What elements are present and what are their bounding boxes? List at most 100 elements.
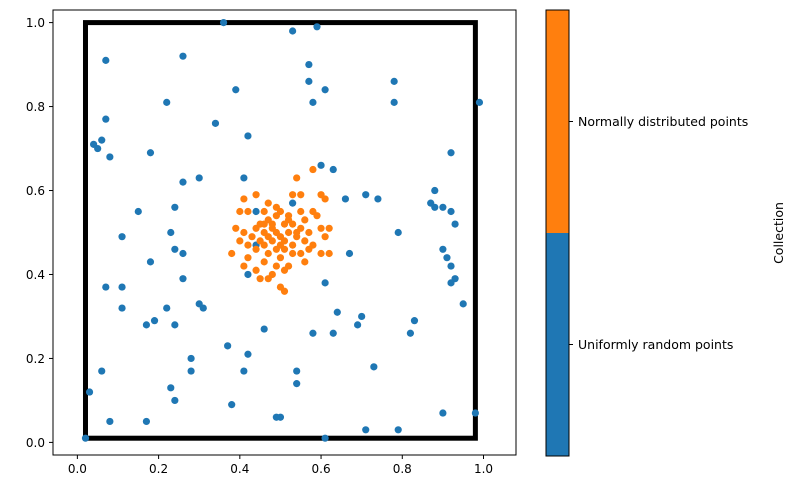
scatter-point — [345, 249, 354, 258]
scatter-point — [447, 207, 455, 216]
scatter-point — [305, 77, 313, 85]
scatter-point — [471, 409, 479, 417]
scatter-point — [163, 98, 171, 106]
scatter-point — [272, 212, 280, 220]
scatter-point — [94, 144, 102, 153]
scatter-point — [280, 287, 289, 295]
scatter-point — [301, 258, 309, 266]
x-tick-label: 0.2 — [149, 462, 168, 476]
scatter-point — [240, 367, 248, 375]
scatter-point — [146, 258, 155, 266]
scatter-point — [106, 153, 114, 161]
scatter-point — [443, 254, 451, 262]
scatter-point — [475, 98, 484, 106]
scatter-point — [451, 220, 459, 228]
scatter-point — [329, 165, 337, 174]
scatter-point — [163, 304, 171, 312]
scatter-point — [284, 216, 293, 224]
scatter-point — [293, 367, 301, 375]
scatter-point — [297, 207, 305, 216]
scatter-point — [240, 174, 248, 182]
scatter-point — [431, 203, 439, 211]
scatter-point — [171, 321, 179, 329]
scatter-point — [325, 249, 333, 258]
scatter-point — [309, 165, 317, 174]
scatter-point — [410, 317, 419, 325]
scatter-point — [264, 199, 272, 207]
scatter-point — [305, 245, 313, 253]
scatter-point — [240, 195, 248, 203]
scatter-point — [374, 195, 382, 203]
scatter-point — [439, 245, 447, 253]
scatter-point — [370, 363, 378, 371]
scatter-point — [313, 212, 321, 220]
scatter-point — [390, 98, 398, 106]
scatter-point — [284, 228, 293, 237]
scatter-point — [195, 174, 203, 182]
scatter-point — [102, 115, 110, 123]
scatter-point — [325, 224, 333, 232]
scatter-point — [134, 207, 142, 216]
scatter-point — [264, 249, 272, 258]
scatter-point — [317, 224, 325, 232]
scatter-point — [305, 228, 313, 237]
y-tick-label: 0.8 — [26, 100, 45, 114]
scatter-point — [293, 228, 301, 237]
scatter-point — [150, 317, 159, 325]
scatter-point — [106, 417, 114, 426]
scatter-point — [102, 283, 110, 291]
scatter-point — [293, 174, 301, 182]
scatter-point — [171, 396, 179, 405]
scatter-point — [179, 249, 187, 258]
scatter-point — [224, 342, 232, 350]
colorbar-segment — [546, 233, 569, 456]
scatter-point — [252, 224, 260, 232]
scatter-point — [248, 233, 256, 241]
scatter-point — [118, 283, 126, 291]
scatter-point — [305, 60, 313, 69]
scatter-point — [333, 308, 341, 316]
scatter-point — [81, 434, 90, 442]
scatter-point — [272, 262, 280, 270]
axes-frame — [52, 9, 517, 456]
scatter-point — [219, 18, 228, 27]
scatter-point — [118, 233, 126, 241]
scatter-point — [199, 304, 207, 312]
boundary-rectangle — [82, 20, 478, 441]
scatter-point — [264, 275, 272, 283]
scatter-point — [280, 266, 289, 274]
scatter-point — [447, 262, 455, 270]
scatter-point — [406, 329, 415, 337]
scatter-point — [341, 195, 350, 203]
scatter-point — [394, 426, 402, 434]
scatter-point — [447, 279, 455, 287]
scatter-point — [146, 149, 155, 157]
scatter-point — [98, 136, 106, 144]
series-uniform — [81, 18, 484, 442]
scatter-point — [142, 417, 151, 426]
scatter-point — [252, 207, 260, 216]
scatter-point — [252, 191, 260, 199]
scatter-point — [236, 237, 244, 245]
scatter-point — [280, 245, 289, 253]
y-tick-label: 0.4 — [26, 268, 45, 282]
scatter-point — [187, 367, 195, 375]
scatter-point — [272, 413, 280, 421]
scatter-point — [293, 380, 301, 388]
scatter-point — [289, 27, 297, 35]
scatter-point — [321, 233, 329, 241]
scatter-point — [268, 237, 276, 245]
scatter-point — [309, 98, 317, 106]
scatter-point — [244, 132, 252, 140]
scatter-point — [297, 191, 305, 199]
scatter-point — [228, 401, 236, 409]
scatter-point — [179, 52, 187, 60]
scatter-point — [390, 77, 398, 85]
scatter-point — [431, 186, 439, 195]
colorbar-label: Collection — [771, 202, 786, 264]
scatter-point — [179, 275, 187, 283]
series-normal — [228, 165, 333, 295]
scatter-point — [289, 249, 297, 258]
